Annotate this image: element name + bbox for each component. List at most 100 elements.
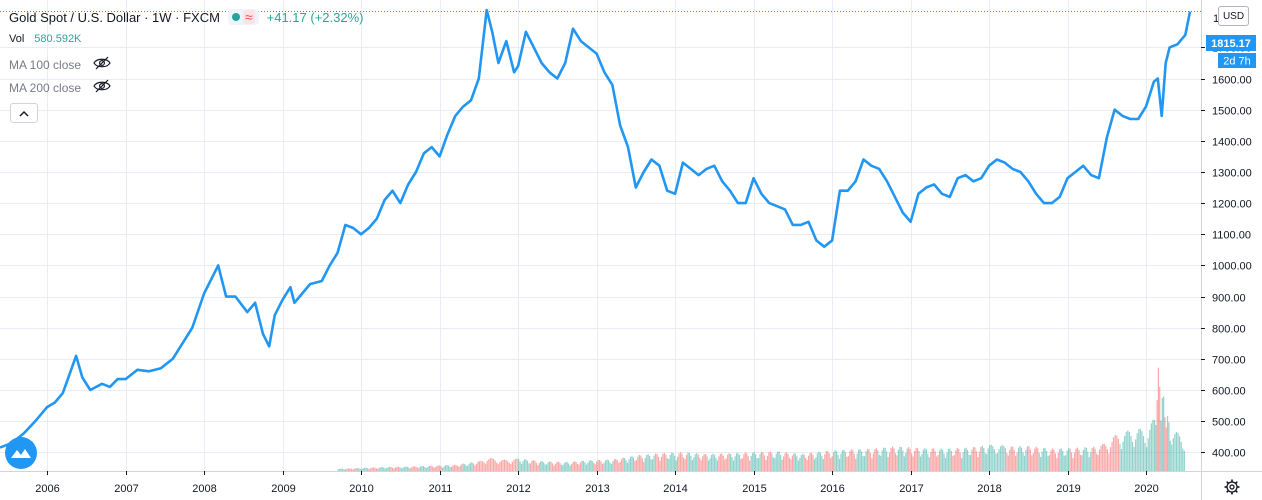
volume-bar [456,465,458,471]
volume-bar [697,454,699,471]
volume-bar [566,462,568,471]
volume-bar [409,468,411,471]
volume-bar [1022,452,1024,471]
volume-bar [659,460,661,471]
volume-bar [393,468,395,471]
volume-bar [508,462,510,471]
volume-bar [903,456,905,471]
volume-bar [616,460,618,471]
volume-bar [768,452,770,471]
volume-bar [1078,449,1080,471]
volume-bar [1093,446,1095,471]
volume-bar [704,454,707,471]
volume-bar [955,450,957,471]
volume-bar [688,452,691,471]
volume-bar [796,456,798,471]
volume-bar [660,456,663,471]
volume-bar [743,454,745,471]
volume-bar [390,467,392,471]
volume-bar [1015,455,1017,471]
volume-bar [412,466,414,471]
volume-bar [511,461,513,471]
volume-bar [1138,429,1140,471]
volume-bar [453,464,456,471]
collapse-legend-button[interactable] [10,103,38,123]
x-tick-label: 2011 [429,483,453,495]
volume-bar [514,458,517,471]
volume-bar [607,460,610,471]
ma200-legend[interactable]: MA 200 close [9,79,111,96]
volume-bar [647,454,649,471]
volume-bar [849,451,851,471]
volume-bar [663,452,665,471]
ma100-legend[interactable]: MA 100 close [9,56,111,73]
volume-bar [821,456,823,471]
volume-bar [703,454,705,471]
volume-bar [685,454,688,471]
volume-bar [918,451,920,471]
symbol-title[interactable]: Gold Spot / U.S. Dollar · 1W · FXCM [9,9,220,25]
volume-bar [396,466,398,471]
time-axis[interactable]: 2006 2007 2008 2009 2010 2011 2012 2013 2014 2015… [35,471,1159,495]
volume-bar [1111,441,1113,471]
volume-bar [372,467,375,471]
volume-bar [431,466,433,471]
volume-bar [1106,449,1108,471]
y-tick-label: 1000.00 [1212,261,1252,273]
volume-bar [507,461,509,471]
volume-bar [909,448,911,471]
volume-bar [946,452,948,471]
volume-bar [912,456,914,471]
volume-bar [732,460,735,471]
volume-bar [629,456,632,471]
volume-bar [368,468,370,471]
eye-slash-icon[interactable] [93,56,111,73]
volume-bar [1136,433,1138,471]
volume-bar [584,462,586,471]
volume-bar [687,452,689,471]
volume-bar [1000,446,1002,471]
volume-legend[interactable]: Vol 580.592K [9,33,81,45]
volume-bar [813,459,816,471]
x-tick-label: 2020 [1134,483,1158,495]
volume-bar [847,456,849,471]
volume-bar [551,463,554,471]
volume-bar [1163,396,1165,471]
currency-button[interactable]: USD [1218,6,1249,26]
tradingview-logo-icon[interactable] [5,437,37,469]
gear-icon[interactable] [1224,479,1240,495]
volume-bar [1010,446,1012,471]
volume-bar [656,453,658,471]
price-axis[interactable]: 400.00 500.00 600.00 700.00 800.00 900.00 1000… [1201,43,1252,460]
volume-bar [775,453,777,471]
volume-bar [803,454,805,471]
volume-bar [939,450,941,471]
volume-bar [1153,419,1156,471]
eye-slash-icon[interactable] [93,79,111,96]
volume-bar [984,453,986,471]
volume-bar [1119,443,1121,471]
volume-bar [522,461,524,471]
volume-bar [596,461,598,471]
volume-bar [560,464,562,471]
volume-bar [433,467,435,471]
volume-bar [850,449,852,471]
volume-bar [992,446,994,471]
volume-bar [765,460,767,471]
volume-bar [837,454,839,471]
volume-bar [887,456,889,471]
volume-bar [529,463,532,471]
volume-bar [417,467,419,471]
volume-bar [443,466,445,471]
volume-bar [762,452,764,471]
volume-bar [940,448,942,471]
volume-bar [408,467,410,471]
volume-bar [778,451,780,471]
x-tick-label: 2012 [506,483,530,495]
volume-bar [513,460,515,471]
volume-bar [488,459,490,471]
volume-bar [369,468,372,471]
volume-bar [915,447,917,471]
status-badge[interactable]: ≈ [227,9,259,25]
